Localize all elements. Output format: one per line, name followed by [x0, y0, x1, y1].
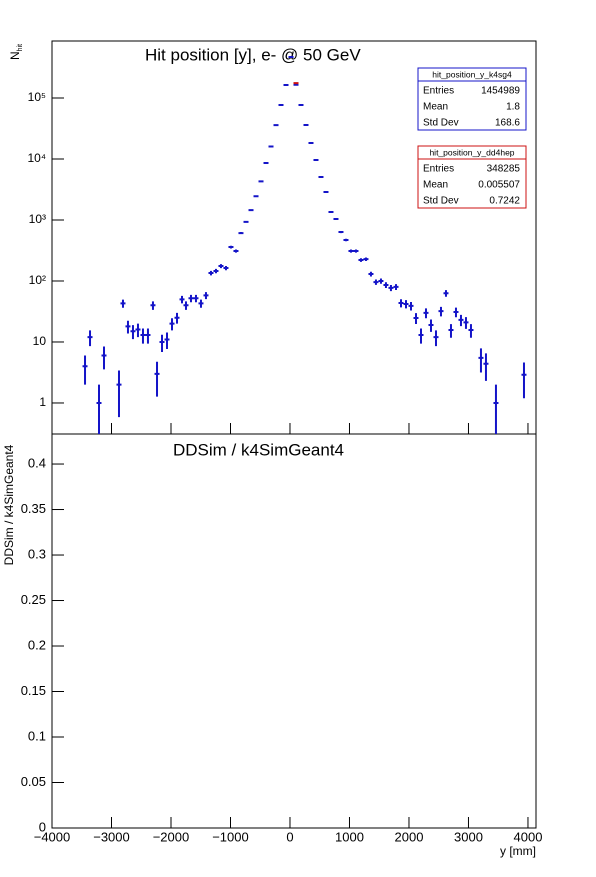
stats-value: 1454989 [481, 86, 520, 97]
y-tick-label: 10² [29, 273, 46, 287]
data-point [328, 211, 333, 212]
y-tick-label: 0.3 [28, 546, 46, 561]
y-tick-label: 0.25 [21, 592, 46, 607]
y-tick-label: 0.2 [28, 637, 46, 652]
y-tick-label: 10⁵ [28, 90, 46, 104]
y-tick-label: 10⁴ [27, 151, 46, 165]
stats-value: 348285 [487, 164, 521, 175]
y-tick-label: 0.15 [21, 683, 46, 698]
data-point [238, 232, 243, 234]
x-tick-label: 2000 [395, 829, 424, 844]
data-point [318, 177, 323, 178]
stats-key: Mean [423, 102, 448, 113]
bottom-title: DDSim / k4SimGeant4 [173, 440, 344, 459]
data-point [313, 160, 318, 161]
stats-value: 168.6 [495, 118, 520, 129]
stats-value: 0.005507 [478, 180, 520, 191]
stats-key: Entries [423, 164, 454, 175]
data-point [244, 221, 249, 223]
y-tick-label: 0.35 [21, 501, 46, 516]
data-point [333, 218, 338, 220]
y-tick-label: 0.1 [28, 728, 46, 743]
x-label: y [mm] [500, 844, 536, 858]
bottom-y-label: DDSim / k4SimGeant4 [2, 444, 16, 565]
stats-key: Std Dev [423, 118, 459, 129]
data-point [249, 209, 254, 210]
x-tick-label: −2000 [153, 829, 190, 844]
stats-key: Std Dev [423, 196, 459, 207]
x-tick-label: 1000 [335, 829, 364, 844]
y-tick-label: 10³ [29, 212, 46, 226]
x-tick-label: −3000 [93, 829, 130, 844]
x-tick-label: 4000 [514, 829, 543, 844]
x-tick-label: 0 [286, 829, 293, 844]
y-label-main: N [8, 51, 22, 60]
stats-title: hit_position_y_k4sg4 [432, 69, 512, 79]
stats-value: 1.8 [506, 102, 520, 113]
data-point [343, 239, 348, 241]
stats-key: Mean [423, 180, 448, 191]
stats-key: Entries [423, 86, 454, 97]
y-tick-label: 0 [39, 819, 46, 834]
data-point [259, 181, 264, 182]
y-tick-label: 10 [33, 334, 47, 348]
x-tick-label: 3000 [454, 829, 483, 844]
data-point [254, 196, 259, 197]
data-point [323, 191, 328, 192]
top-title: Hit position [y], e- @ 50 GeV [145, 45, 361, 64]
x-tick-label: −1000 [212, 829, 249, 844]
y-tick-label: 1 [39, 395, 46, 409]
data-point [338, 231, 343, 233]
y-label-sub: hit [17, 44, 24, 51]
data-point [264, 163, 269, 164]
y-tick-label: 0.05 [21, 774, 46, 789]
y-tick-label: 0.4 [28, 455, 46, 470]
stats-title: hit_position_y_dd4hep [429, 147, 514, 157]
stats-value: 0.7242 [489, 196, 520, 207]
